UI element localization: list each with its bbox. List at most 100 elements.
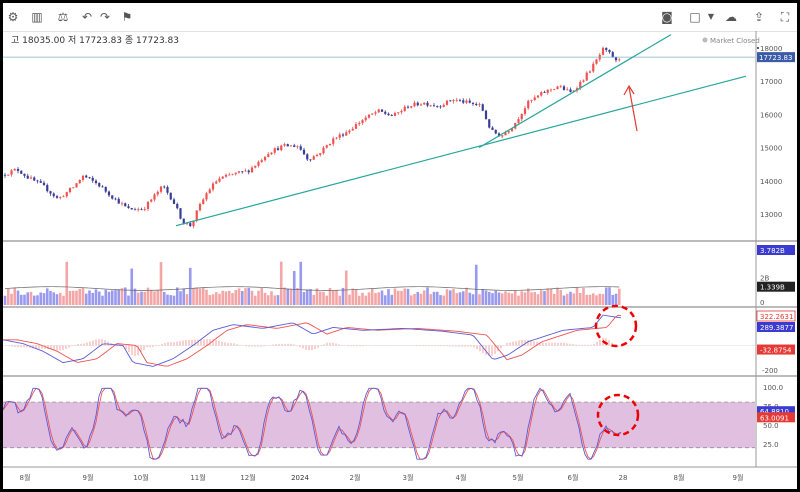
candle-body [215, 181, 218, 184]
volume-bar [552, 293, 556, 305]
volume-bar [211, 294, 215, 305]
stoch-tick-label: 100.0 [763, 384, 783, 392]
volume-bar [266, 295, 270, 305]
candle-body [393, 112, 397, 116]
alert-icon[interactable]: ⚑ [121, 10, 133, 24]
volume-bar [36, 295, 39, 305]
stoch-tick-label: 50.0 [763, 422, 779, 430]
volume-bar [390, 294, 394, 305]
macd-badge-label: 289.3877 [760, 324, 793, 332]
settings-icon[interactable]: ⚙ [7, 10, 19, 24]
cloud-icon[interactable]: ☁ [725, 10, 737, 24]
volume-bar [208, 294, 212, 305]
volume-bar [117, 289, 121, 305]
volume-bar [315, 288, 319, 305]
volume-bar [325, 295, 329, 305]
volume-bar [65, 261, 69, 305]
volume-bar [292, 271, 296, 305]
volume-bar [123, 287, 127, 305]
volume-bar [341, 287, 345, 305]
volume-bar [517, 295, 520, 305]
bar-style-icon[interactable]: ▥ [31, 10, 43, 24]
volume-bar [136, 292, 140, 305]
candle-body [221, 176, 224, 179]
redo-icon[interactable]: ↷ [99, 10, 111, 24]
candle-body [546, 89, 549, 93]
volume-bar [179, 291, 182, 305]
volume-bar [331, 290, 335, 305]
volume-bar [520, 291, 524, 305]
candle-body [410, 106, 413, 108]
time-tick-label: 2월 [350, 473, 361, 482]
candle-body [384, 111, 387, 114]
candle-body [533, 97, 536, 101]
volume-bar [240, 291, 244, 305]
volume-bar [588, 294, 592, 305]
volume-bar [127, 295, 130, 305]
volume-bar [546, 288, 550, 305]
candle-body [36, 180, 39, 182]
candle-body [267, 154, 270, 157]
candle-body [562, 86, 566, 90]
camera-icon[interactable]: ◙ [661, 10, 673, 24]
volume-bar [198, 288, 202, 305]
volume-bar [562, 295, 566, 305]
volume-bar [260, 287, 264, 305]
volume-bar [556, 287, 559, 305]
candle-body [296, 146, 299, 148]
ohlc-low: 저 17723.83 [68, 35, 125, 46]
volume-bar [6, 288, 10, 305]
layout-icon[interactable]: □ [689, 10, 701, 24]
candle-body [140, 209, 143, 211]
volume-bar [335, 289, 338, 305]
volume-bar [146, 287, 150, 305]
candle-body [566, 89, 569, 91]
candle-body [16, 169, 20, 171]
candle-body [501, 135, 504, 137]
ohlc-close: 종 17723.83 [125, 35, 179, 46]
candle-body [367, 114, 371, 118]
time-tick-label: 9월 [83, 473, 94, 482]
volume-bar [601, 294, 605, 305]
stoch-badge-label: 64.8810 [760, 408, 789, 416]
candle-body [309, 159, 312, 161]
candle-body [517, 119, 520, 123]
candle-body [98, 183, 101, 187]
candle-body [380, 109, 384, 112]
volume-bar [614, 293, 618, 305]
candle-body [611, 52, 614, 58]
chevron-down-icon[interactable]: ▼ [707, 12, 715, 21]
candle-body [39, 181, 42, 183]
volume-bar [487, 291, 491, 305]
cloud-upload-icon[interactable]: ⇪ [753, 10, 765, 24]
macd-badge [756, 310, 796, 322]
chart-canvas[interactable]: 고 18035.00 저 17723.83 종 17723.83 Market C… [3, 3, 797, 489]
candle-body [88, 177, 91, 179]
volume-bar [247, 287, 251, 305]
undo-icon[interactable]: ↶ [81, 10, 93, 24]
candle-body [241, 171, 244, 173]
candle-body [192, 220, 195, 227]
candle-body [406, 106, 410, 108]
volume-bar [182, 288, 186, 305]
candle-body [601, 47, 605, 55]
candle-body [569, 89, 572, 92]
volume-bar [539, 290, 543, 305]
trendline [175, 75, 747, 227]
volume-bar [140, 291, 143, 305]
compare-icon[interactable]: ⚖ [57, 10, 69, 24]
candle-body [299, 146, 302, 150]
volume-bar [23, 294, 26, 305]
candle-body [361, 120, 364, 123]
candle-body [65, 192, 68, 197]
candle-body [59, 196, 62, 198]
volume-bar [133, 288, 137, 305]
time-tick-label: 12월 [240, 473, 255, 482]
fullscreen-icon[interactable]: ⛶ [780, 10, 790, 24]
candle-body [400, 111, 403, 113]
candle-body [510, 128, 514, 132]
volume-bar [270, 291, 273, 305]
candle-body [159, 186, 163, 192]
candle-body [75, 183, 78, 188]
candle-body [523, 108, 527, 114]
